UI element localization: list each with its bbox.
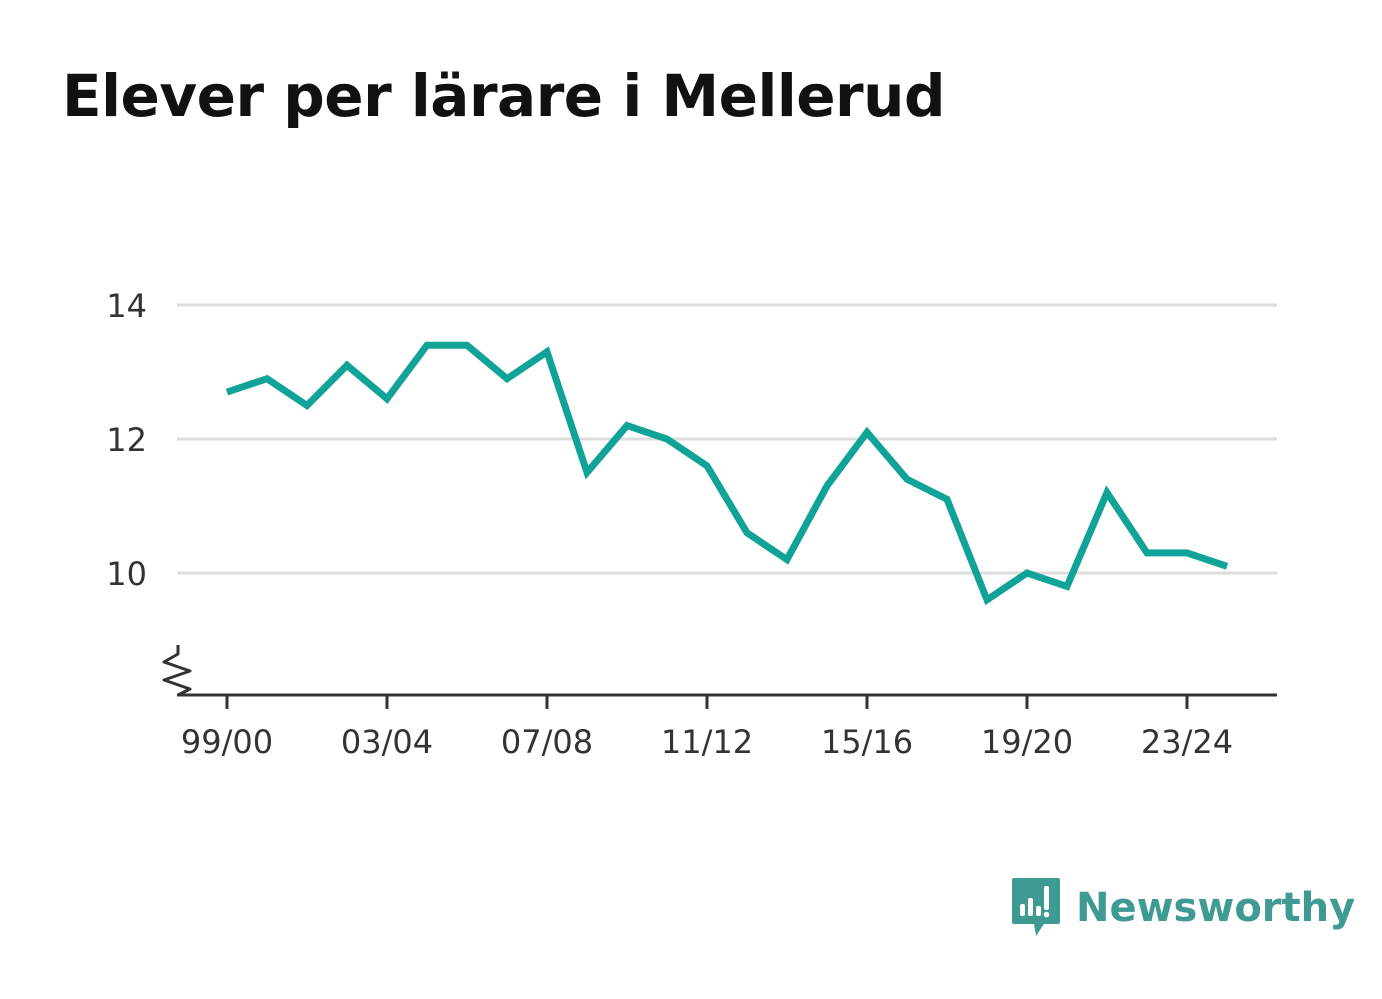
x-tick-label-07-08: 07/08 <box>501 723 593 761</box>
y-tick-label-12: 12 <box>106 421 147 459</box>
y-tick-label-14: 14 <box>106 287 147 325</box>
series-lines <box>225 341 1229 606</box>
gridlines <box>177 303 1277 575</box>
x-tick-label-23-24: 23/24 <box>1141 723 1233 761</box>
x-tick-label-19-20: 19/20 <box>981 723 1073 761</box>
newsworthy-logo: Newsworthy <box>1010 876 1355 940</box>
series-line-0 <box>225 341 1229 606</box>
newsworthy-icon <box>1012 878 1060 936</box>
y-tick-labels: 10 12 14 <box>106 287 147 593</box>
axes <box>162 645 1277 709</box>
y-tick-label-10: 10 <box>106 555 147 593</box>
brand-name: Newsworthy <box>1076 885 1356 931</box>
x-tick-label-99-00: 99/00 <box>181 723 273 761</box>
x-tick-label-11-12: 11/12 <box>661 723 753 761</box>
chart-title: Elever per lärare i Mellerud <box>62 62 945 130</box>
x-tick-labels: 99/00 03/04 07/08 11/12 15/16 19/20 23/24 <box>181 723 1233 761</box>
x-tick-label-03-04: 03/04 <box>341 723 433 761</box>
y-axis-break-icon <box>162 645 192 697</box>
x-tick-label-15-16: 15/16 <box>821 723 913 761</box>
